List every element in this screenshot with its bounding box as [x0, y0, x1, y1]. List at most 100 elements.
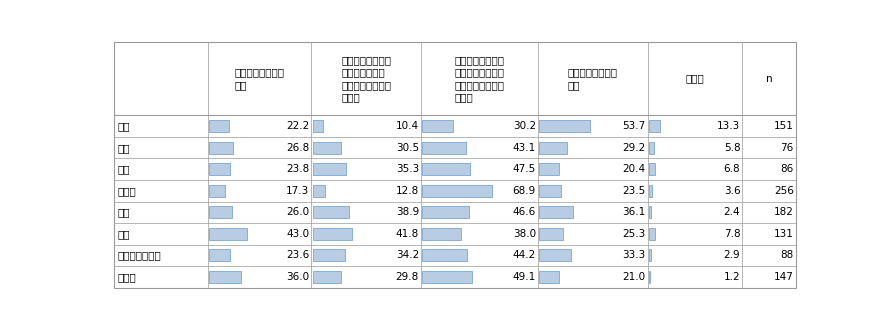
Bar	[539, 163, 559, 175]
Text: 22.2: 22.2	[286, 121, 309, 131]
Bar	[313, 206, 349, 218]
Bar	[313, 120, 322, 132]
Text: 英国: 英国	[118, 164, 131, 174]
Bar	[649, 206, 651, 218]
Text: 人間への影響が科
学的に明らかに
なっていないと思
うから: 人間への影響が科 学的に明らかに なっていないと思 うから	[341, 55, 392, 102]
Bar	[649, 142, 654, 154]
Bar	[313, 185, 325, 197]
Text: 88: 88	[781, 250, 794, 260]
Text: 43.0: 43.0	[286, 229, 309, 239]
Text: 36.0: 36.0	[286, 272, 309, 282]
Bar	[210, 120, 229, 132]
Bar	[210, 228, 248, 240]
Bar	[539, 228, 563, 240]
Bar	[210, 206, 233, 218]
Text: 256: 256	[773, 186, 794, 196]
Text: 価格が高いと思う
から: 価格が高いと思う から	[567, 67, 618, 90]
Bar	[649, 185, 652, 197]
Text: 49.1: 49.1	[512, 272, 536, 282]
Text: 25.3: 25.3	[622, 229, 646, 239]
Text: 29.2: 29.2	[622, 143, 646, 153]
Bar	[210, 271, 242, 283]
Bar	[210, 142, 233, 154]
Bar	[313, 163, 346, 175]
Text: 86: 86	[781, 164, 794, 174]
Text: 26.0: 26.0	[286, 207, 309, 217]
Text: 151: 151	[773, 121, 794, 131]
Text: 2.4: 2.4	[724, 207, 741, 217]
Text: 47.5: 47.5	[512, 164, 536, 174]
Text: 17.3: 17.3	[286, 186, 309, 196]
Text: 安全性が気になる
から: 安全性が気になる から	[234, 67, 284, 90]
Text: 34.2: 34.2	[396, 250, 419, 260]
Bar	[539, 206, 574, 218]
Bar	[210, 249, 230, 261]
Bar	[539, 271, 559, 283]
Text: 147: 147	[773, 272, 794, 282]
Bar	[649, 228, 655, 240]
Bar	[539, 249, 571, 261]
Text: 3.6: 3.6	[724, 186, 741, 196]
Bar	[423, 120, 453, 132]
Bar	[423, 228, 461, 240]
Text: ロボットが人間の
面倒を見ることに
心理的な抵抗があ
るから: ロボットが人間の 面倒を見ることに 心理的な抵抗があ るから	[455, 55, 504, 102]
Bar	[539, 120, 590, 132]
Text: 23.5: 23.5	[622, 186, 646, 196]
Bar	[313, 271, 341, 283]
Bar	[649, 163, 654, 175]
Text: 12.8: 12.8	[396, 186, 419, 196]
Text: 7.8: 7.8	[724, 229, 741, 239]
Text: 日本: 日本	[118, 121, 131, 131]
Text: n: n	[765, 74, 773, 83]
Text: 35.3: 35.3	[396, 164, 419, 174]
Bar	[649, 271, 650, 283]
Text: 米国: 米国	[118, 143, 131, 153]
Bar	[313, 228, 352, 240]
Text: 53.7: 53.7	[622, 121, 646, 131]
Text: 5.8: 5.8	[724, 143, 741, 153]
Text: オーストラリア: オーストラリア	[118, 250, 162, 260]
Text: 30.2: 30.2	[513, 121, 536, 131]
Text: 30.5: 30.5	[396, 143, 419, 153]
Text: 46.6: 46.6	[512, 207, 536, 217]
Text: 中国: 中国	[118, 229, 131, 239]
Bar	[423, 142, 465, 154]
Text: 68.9: 68.9	[512, 186, 536, 196]
Bar	[313, 249, 345, 261]
Text: 26.8: 26.8	[286, 143, 309, 153]
Text: 43.1: 43.1	[512, 143, 536, 153]
Text: 131: 131	[773, 229, 794, 239]
Text: 38.0: 38.0	[513, 229, 536, 239]
Bar	[210, 163, 230, 175]
Text: 33.3: 33.3	[622, 250, 646, 260]
Text: 6.8: 6.8	[724, 164, 741, 174]
Bar	[649, 120, 660, 132]
Text: 23.6: 23.6	[286, 250, 309, 260]
Bar	[539, 185, 561, 197]
Text: 41.8: 41.8	[396, 229, 419, 239]
Bar	[423, 185, 492, 197]
Text: 44.2: 44.2	[512, 250, 536, 260]
Bar	[423, 163, 470, 175]
Bar	[423, 271, 472, 283]
Bar	[210, 185, 225, 197]
Text: 韓国: 韓国	[118, 207, 131, 217]
Text: 21.0: 21.0	[622, 272, 646, 282]
Text: 182: 182	[773, 207, 794, 217]
Text: 36.1: 36.1	[622, 207, 646, 217]
Text: インド: インド	[118, 272, 137, 282]
Bar	[539, 142, 567, 154]
Bar	[423, 249, 467, 261]
Text: 38.9: 38.9	[396, 207, 419, 217]
Text: 23.8: 23.8	[286, 164, 309, 174]
Text: ドイツ: ドイツ	[118, 186, 137, 196]
Text: 13.3: 13.3	[718, 121, 741, 131]
Text: 1.2: 1.2	[724, 272, 741, 282]
Text: 20.4: 20.4	[622, 164, 646, 174]
Text: その他: その他	[686, 74, 704, 83]
Bar	[423, 206, 469, 218]
Text: 2.9: 2.9	[724, 250, 741, 260]
Text: 10.4: 10.4	[396, 121, 419, 131]
Text: 76: 76	[781, 143, 794, 153]
Text: 29.8: 29.8	[396, 272, 419, 282]
